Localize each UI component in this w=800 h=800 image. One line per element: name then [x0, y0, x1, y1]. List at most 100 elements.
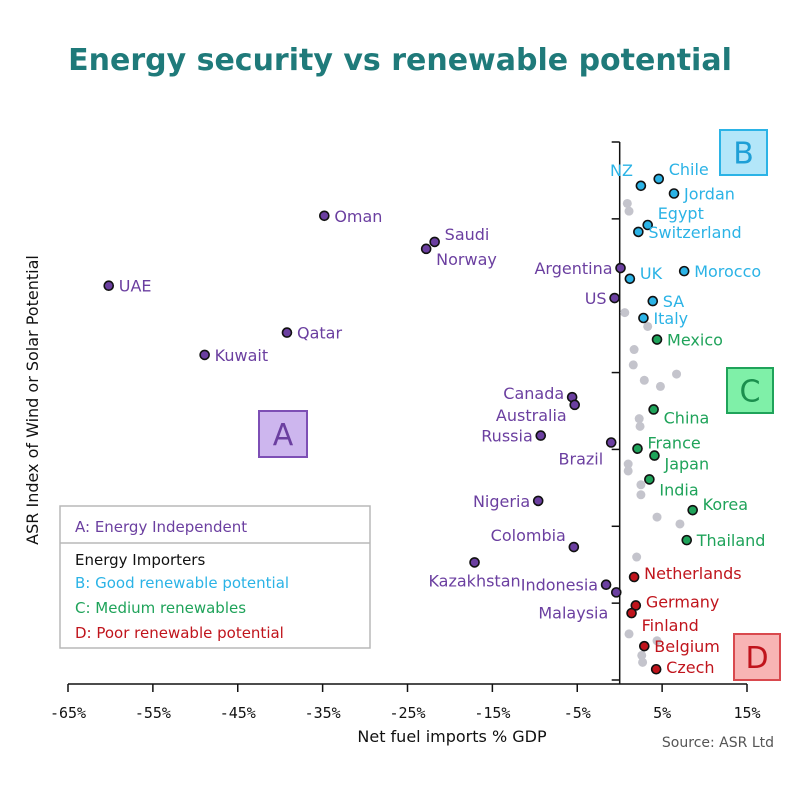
point-label-kuwait: Kuwait — [215, 346, 268, 365]
data-point-france — [632, 443, 643, 454]
data-point-brazil — [605, 437, 617, 448]
data-point-nz — [635, 180, 647, 192]
chart-title: Energy security vs renewable potential — [68, 43, 732, 78]
quadrant-box-c — [726, 367, 774, 414]
data-point-other — [620, 308, 630, 318]
data-point-other — [624, 629, 634, 639]
data-point-qatar — [281, 327, 293, 338]
data-point-other — [652, 636, 662, 646]
point-label-malaysia: Malaysia — [538, 603, 608, 622]
quadrant-boxes: A B C D — [258, 129, 781, 681]
data-point-italy — [638, 312, 649, 324]
legend-entry-a: A: Energy Independent — [75, 518, 247, 536]
data-point-netherlands — [628, 571, 640, 583]
point-label-finland: Finland — [642, 616, 699, 635]
point-label-colombia: Colombia — [491, 526, 566, 545]
x-axis-title: Net fuel imports % GDP — [357, 727, 547, 746]
legend-entry-d: D: Poor renewable potential — [75, 624, 284, 642]
point-label-chile: Chile — [669, 160, 709, 179]
data-point-other — [636, 480, 646, 490]
data-point-egypt — [642, 219, 653, 231]
point-label-russia: Russia — [481, 427, 532, 446]
data-point-other — [672, 369, 682, 379]
data-point-nigeria — [532, 495, 544, 507]
data-point-belgium — [639, 640, 650, 652]
point-label-norway: Norway — [436, 250, 497, 269]
point-label-saudi: Saudi — [445, 225, 490, 244]
point-label-kazakhstan: Kazakhstan — [428, 571, 520, 590]
point-label-oman: Oman — [334, 207, 382, 226]
data-point-other — [636, 490, 646, 500]
data-point-india — [644, 474, 655, 485]
legend-importers-header: Energy Importers — [75, 551, 205, 569]
data-point-argentina — [615, 262, 626, 274]
data-point-other — [628, 360, 638, 370]
data-point-uae — [103, 280, 115, 292]
point-label-qatar: Qatar — [297, 324, 342, 343]
point-label-japan: Japan — [663, 455, 709, 474]
source-note: Source: ASR Ltd — [662, 735, 774, 751]
x-tick-label: -15% — [474, 704, 510, 722]
data-point-china — [648, 404, 659, 415]
data-point-jordan — [668, 188, 680, 199]
point-label-jordan: Jordan — [683, 184, 735, 203]
data-point-australia — [569, 399, 581, 411]
data-point-indonesia — [600, 579, 612, 590]
data-point-oman — [319, 210, 330, 222]
data-point-japan — [649, 450, 660, 461]
legend-entry-c: C: Medium renewables — [75, 599, 246, 617]
quadrant-box-d — [733, 633, 781, 681]
data-point-germany — [630, 600, 642, 611]
quadrant-letter-b: B — [733, 137, 754, 172]
point-label-nz: NZ — [610, 161, 633, 180]
data-point-other — [639, 375, 649, 385]
data-point-uk — [624, 273, 636, 285]
point-label-czech: Czech — [666, 658, 714, 677]
data-point-other — [624, 206, 634, 216]
point-label-china: China — [664, 408, 710, 427]
point-label-india: India — [659, 480, 698, 499]
point-label-nigeria: Nigeria — [473, 492, 530, 511]
data-point-switzerland — [633, 226, 644, 238]
y-axis-title: ASR Index of Wind or Solar Potential — [23, 255, 42, 545]
point-label-belgium: Belgium — [654, 637, 720, 656]
data-point-kazakhstan — [469, 557, 480, 568]
point-label-indonesia: Indonesia — [521, 576, 598, 595]
data-point-norway — [420, 243, 432, 255]
point-label-netherlands: Netherlands — [644, 564, 742, 583]
data-point-thailand — [681, 534, 693, 546]
data-point-other — [623, 466, 633, 476]
data-point-russia — [535, 430, 547, 441]
x-tick-label: -55% — [135, 704, 171, 722]
data-point-other — [632, 552, 642, 562]
data-point-finland — [626, 607, 637, 619]
x-tick-label: 5% — [653, 704, 671, 722]
legend-entry-b: B: Good renewable potential — [75, 574, 289, 592]
data-point-us — [609, 292, 620, 304]
data-point-sa — [647, 295, 659, 307]
quadrant-letter-c: C — [740, 375, 761, 410]
data-point-other — [629, 345, 639, 355]
data-point-other — [638, 657, 648, 667]
point-label-mexico: Mexico — [667, 331, 723, 350]
data-point-other — [675, 519, 685, 529]
quadrant-letter-d: D — [745, 641, 768, 676]
point-label-italy: Italy — [653, 309, 688, 328]
x-tick-label: -65% — [50, 704, 86, 722]
point-label-uk: UK — [640, 264, 663, 283]
data-point-other — [634, 414, 644, 424]
data-point-korea — [687, 504, 698, 516]
data-point-morocco — [678, 265, 690, 277]
data-points — [103, 173, 698, 675]
point-label-germany: Germany — [646, 592, 720, 611]
legend-box — [59, 505, 371, 649]
data-point-other — [643, 321, 653, 331]
quadrant-box-b — [719, 129, 768, 176]
point-label-sa: SA — [663, 292, 684, 311]
data-point-other — [652, 512, 662, 522]
x-tick-label: -25% — [389, 704, 425, 722]
quadrant-letter-a: A — [273, 418, 294, 453]
x-tick-label: -35% — [305, 704, 341, 722]
point-label-brazil: Brazil — [559, 450, 604, 469]
